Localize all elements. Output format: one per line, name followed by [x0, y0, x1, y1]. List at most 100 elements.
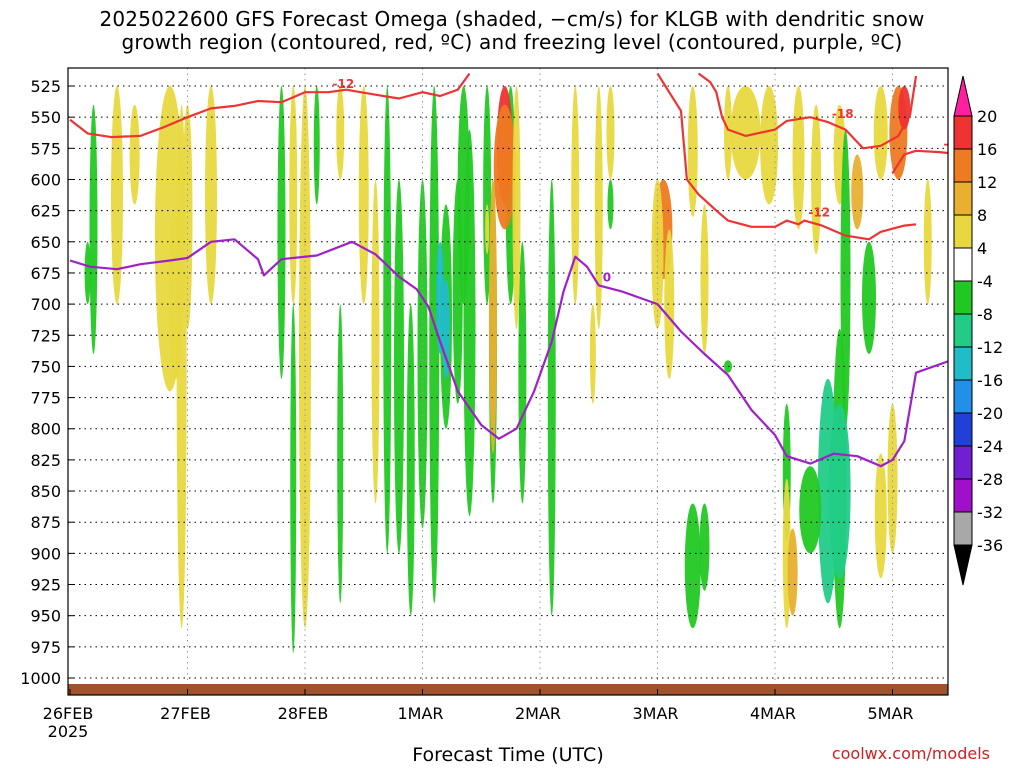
- contour-label: 0: [603, 270, 611, 284]
- omega-blob: [129, 104, 140, 205]
- y-tick-label: 975: [30, 638, 61, 657]
- omega-blob: [89, 104, 98, 354]
- y-tick-label: 600: [30, 170, 61, 189]
- y-tick-label: 825: [30, 451, 61, 470]
- colorbar-segment: [953, 478, 973, 513]
- omega-blob: [571, 85, 580, 305]
- y-tick-label: 525: [30, 77, 61, 96]
- omega-blob: [874, 453, 887, 579]
- title-line-2: growth region (contoured, red, ºC) and f…: [121, 30, 903, 54]
- x-tick-label: 1MAR: [397, 704, 443, 723]
- colorbar-label: -4: [977, 272, 993, 291]
- terrain-band: [68, 684, 948, 695]
- title-line-1: 2025022600 GFS Forecast Omega (shaded, −…: [99, 7, 925, 31]
- omega-blob: [289, 85, 298, 305]
- omega-blob: [923, 179, 932, 305]
- omega-shading: [84, 85, 932, 654]
- red-contour-line: [69, 72, 471, 139]
- colorbar-bottom-arrow: [953, 544, 973, 586]
- y-tick-label: 800: [30, 420, 61, 439]
- omega-blob: [828, 403, 851, 579]
- colorbar-segment: [953, 511, 973, 546]
- colorbar-segment: [953, 115, 973, 150]
- y-tick-label: 950: [30, 607, 61, 626]
- contours: 0 -12 -12 -18 -18: [69, 72, 948, 468]
- y-tick-label: 775: [30, 389, 61, 408]
- x-tick-label: 3MAR: [632, 704, 678, 723]
- y-tick-label: 575: [30, 139, 61, 158]
- omega-blob: [787, 528, 798, 616]
- y-axis: 525 550 575 600 625 650 675 700 725 750 775 800 825 8…: [20, 77, 74, 688]
- y-tick-label: 875: [30, 513, 61, 532]
- omega-blob: [606, 86, 615, 180]
- red-contour-line: [656, 72, 917, 241]
- purple-contour-line: [69, 238, 948, 468]
- omega-blob: [483, 85, 492, 305]
- colorbar-segment: [953, 412, 973, 447]
- y-tick-label: 550: [30, 108, 61, 127]
- omega-blob: [371, 179, 380, 504]
- omega-blob: [489, 179, 497, 454]
- omega-blob: [862, 241, 876, 354]
- plot-frame: [67, 67, 949, 696]
- omega-blob: [699, 503, 710, 591]
- contour-label: -12: [808, 206, 830, 220]
- omega-blob: [383, 86, 392, 554]
- omega-blob: [299, 86, 311, 629]
- omega-blob: [799, 466, 822, 554]
- omega-blob: [730, 86, 761, 180]
- colorbar-label: -12: [977, 338, 1003, 357]
- omega-blob: [290, 304, 297, 654]
- colorbar-segment: [953, 148, 973, 183]
- colorbar-segment: [953, 313, 973, 348]
- y-tick-label: 700: [30, 295, 61, 314]
- omega-blob: [887, 403, 898, 554]
- colorbar-segment: [953, 445, 973, 480]
- y-tick-label: 900: [30, 544, 61, 563]
- y-tick-label: 1000: [20, 669, 61, 688]
- omega-blob: [873, 86, 888, 180]
- y-tick-label: 925: [30, 576, 61, 595]
- colorbar-label: -20: [977, 404, 1003, 423]
- colorbar-top-arrow: [953, 75, 973, 117]
- x-tick-label: 28FEB: [278, 704, 329, 723]
- colorbar-label: -16: [977, 371, 1003, 390]
- omega-blob: [417, 179, 428, 529]
- colorbar-label: -32: [977, 503, 1003, 522]
- colorbar-label: 4: [977, 239, 987, 258]
- x-tick-label: 2MAR: [515, 704, 561, 723]
- y-tick-label: 675: [30, 264, 61, 283]
- omega-blob: [463, 129, 476, 516]
- colorbar-label: -8: [977, 305, 993, 324]
- omega-blob: [512, 86, 521, 330]
- chart-title: 2025022600 GFS Forecast Omega (shaded, −…: [0, 8, 1024, 54]
- omega-blob: [687, 86, 698, 217]
- x-axis-title: Forecast Time (UTC): [412, 744, 604, 766]
- credit-label: coolwx.com/models: [831, 744, 990, 763]
- colorbar-label: 12: [977, 173, 997, 192]
- grid: [68, 68, 948, 695]
- colorbar-segment: [953, 379, 973, 414]
- omega-blob: [313, 86, 320, 205]
- y-tick-label: 650: [30, 233, 61, 252]
- omega-blob: [651, 179, 664, 330]
- colorbar-segment: [953, 346, 973, 381]
- x-tick-label: 4MAR: [750, 704, 796, 723]
- red-contour-line: [697, 72, 918, 150]
- x-tick-label: 27FEB: [160, 704, 211, 723]
- omega-blob: [406, 304, 415, 616]
- omega-blob: [205, 85, 217, 305]
- omega-blob: [429, 86, 440, 604]
- colorbar-segment: [953, 214, 973, 249]
- omega-blob: [607, 179, 614, 230]
- omega-blob: [851, 154, 864, 230]
- colorbar-segment: [953, 280, 973, 315]
- omega-blob: [547, 179, 556, 616]
- red-contour-line: [891, 149, 948, 174]
- colorbar-label: -24: [977, 437, 1003, 456]
- colorbar: 20 16 12 8 4 -4 -8 -12 -16 -20 -24 -28 -32 -36: [953, 75, 1003, 586]
- omega-blob: [760, 86, 779, 205]
- y-tick-label: 850: [30, 482, 61, 501]
- omega-blob: [337, 304, 344, 604]
